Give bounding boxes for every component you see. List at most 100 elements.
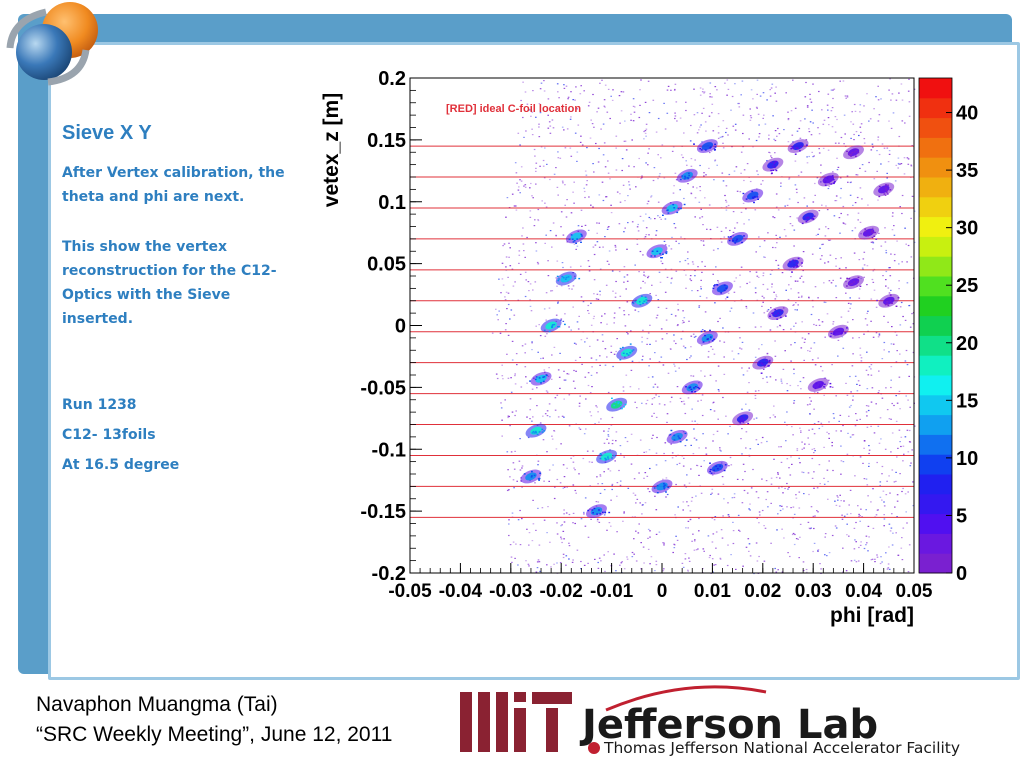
event-point: [580, 135, 582, 137]
event-point: [675, 179, 678, 181]
event-point: [610, 204, 612, 206]
event-point: [709, 82, 712, 84]
event-point: [898, 376, 901, 378]
event-point: [814, 182, 816, 185]
event-point: [739, 337, 741, 339]
event-point: [515, 205, 517, 207]
sieve-hole-cluster: [782, 256, 804, 273]
event-point: [608, 250, 611, 252]
event-point: [796, 191, 798, 194]
event-point: [670, 89, 672, 91]
event-point: [792, 304, 794, 306]
event-point: [812, 83, 814, 85]
event-point: [564, 204, 566, 206]
event-point: [649, 293, 651, 295]
event-point: [616, 482, 619, 484]
event-point: [614, 244, 617, 247]
event-point: [798, 557, 800, 559]
event-point: [854, 375, 857, 377]
event-point: [621, 158, 624, 160]
event-point: [557, 416, 560, 418]
event-point: [710, 150, 713, 152]
event-point: [703, 175, 705, 177]
event-point: [722, 147, 725, 149]
event-point: [613, 312, 616, 314]
event-point: [590, 119, 592, 121]
event-point: [698, 530, 700, 532]
event-point: [643, 237, 646, 239]
event-point: [656, 386, 659, 388]
event-point: [712, 273, 714, 275]
event-point: [546, 451, 548, 453]
event-point: [741, 341, 744, 343]
event-point: [602, 340, 604, 342]
event-point: [725, 199, 727, 201]
event-point: [601, 334, 604, 336]
event-point: [800, 388, 802, 390]
event-point: [711, 348, 714, 350]
event-point: [818, 210, 821, 212]
event-point: [615, 249, 617, 251]
event-point: [898, 390, 901, 392]
event-point: [727, 514, 730, 516]
event-point: [655, 560, 658, 562]
event-point: [689, 519, 692, 521]
event-point: [567, 98, 569, 100]
event-point: [793, 325, 795, 327]
event-point: [699, 126, 701, 128]
event-point: [736, 222, 739, 224]
event-point: [810, 134, 813, 136]
event-point: [604, 166, 607, 168]
event-point: [853, 527, 856, 529]
event-point: [904, 122, 906, 124]
event-point: [731, 146, 733, 148]
event-point: [853, 559, 856, 561]
event-point: [625, 288, 627, 290]
event-point: [878, 370, 880, 372]
event-point: [507, 489, 509, 491]
event-point: [626, 556, 628, 558]
event-point: [680, 338, 683, 340]
event-point: [673, 89, 676, 91]
event-point: [562, 530, 565, 532]
sieve-hole-cluster: [555, 271, 581, 286]
event-point: [882, 275, 884, 277]
event-point: [592, 246, 595, 248]
event-point: [533, 148, 536, 151]
event-point: [630, 433, 633, 435]
event-point: [505, 216, 507, 218]
event-point: [622, 520, 624, 522]
event-point: [777, 267, 780, 270]
event-point: [678, 367, 680, 369]
event-point: [872, 527, 875, 529]
event-point: [896, 500, 899, 502]
event-point: [603, 442, 606, 444]
event-point: [824, 536, 826, 538]
event-point: [657, 154, 659, 156]
event-point: [864, 170, 867, 172]
event-point: [879, 481, 882, 483]
event-point: [635, 530, 637, 532]
event-point: [732, 542, 735, 545]
event-point: [584, 497, 587, 499]
event-point: [745, 447, 747, 449]
event-point: [873, 289, 876, 291]
event-point: [733, 280, 736, 282]
event-point: [633, 538, 635, 540]
event-point: [666, 421, 668, 423]
event-point: [839, 414, 842, 416]
event-point: [732, 211, 735, 213]
event-point: [508, 489, 510, 491]
event-point: [723, 356, 725, 358]
event-point: [802, 269, 804, 272]
event-point: [824, 301, 827, 303]
event-point: [775, 294, 777, 296]
event-point: [708, 556, 711, 559]
event-point: [685, 527, 687, 529]
event-point: [744, 470, 746, 473]
event-point: [794, 309, 796, 311]
event-point: [567, 285, 570, 287]
event-point: [861, 267, 864, 269]
event-point: [792, 434, 794, 436]
event-point: [856, 196, 859, 199]
